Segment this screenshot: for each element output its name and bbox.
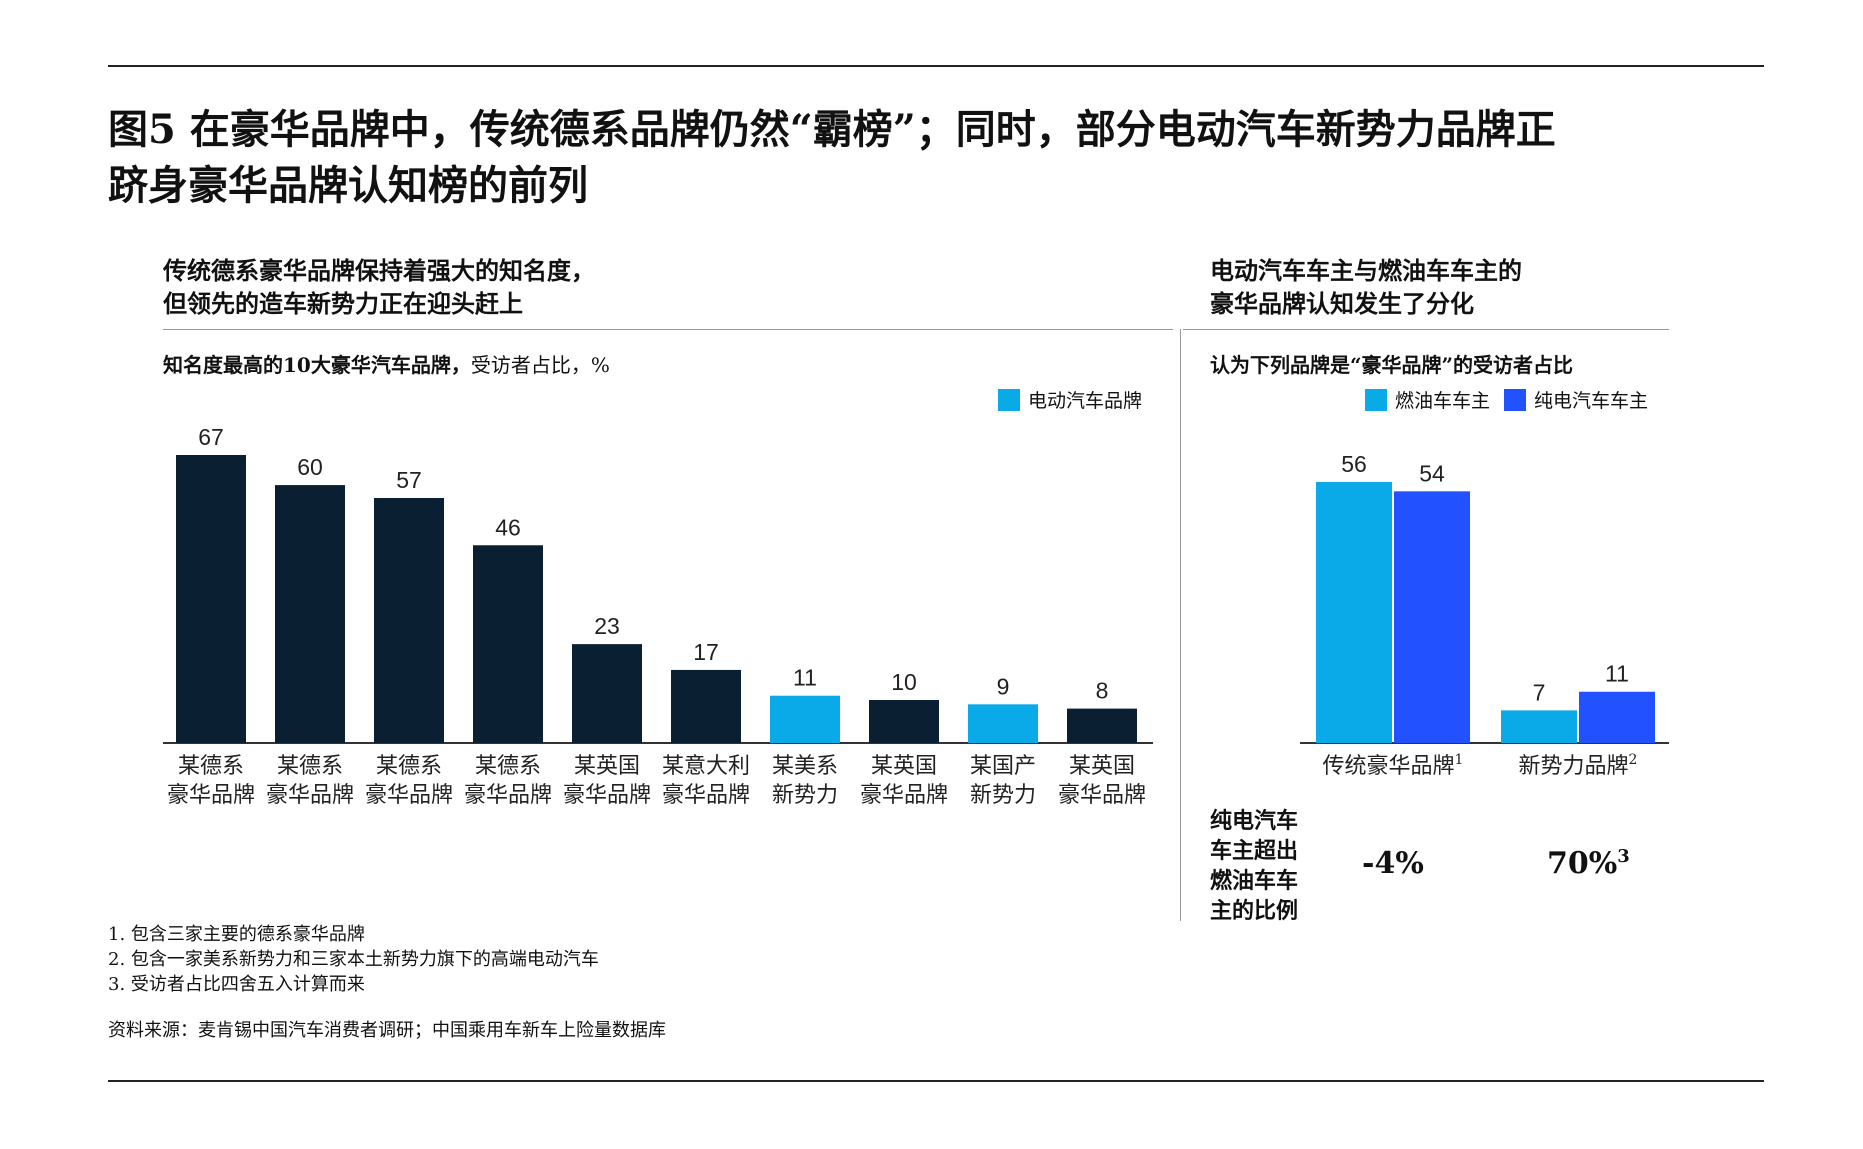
left-bar-1	[176, 455, 246, 743]
diff-value-new-forces: 70%3	[1547, 846, 1630, 881]
left-subtitle-rest: 受访者占比，%	[470, 353, 610, 377]
right-panel-divider	[1183, 329, 1669, 330]
left-category-line2-6: 豪华品牌	[662, 783, 750, 808]
left-bar-7	[770, 695, 840, 743]
diff-value-traditional-text: -4%	[1362, 846, 1424, 881]
legend-label-ev: 纯电汽车车主	[1534, 390, 1649, 412]
figure-title-line2: 跻身豪华品牌认知榜的前列	[108, 162, 588, 209]
legend-swatch-electric	[998, 388, 1020, 411]
left-bar-2	[275, 485, 345, 743]
right-category-2: 新势力品牌2	[1519, 752, 1638, 779]
left-category-line2-3: 豪华品牌	[365, 783, 453, 808]
left-bar-value-3: 57	[396, 467, 422, 493]
left-panel-divider	[163, 329, 1173, 330]
diff-label: 纯电汽车 车主超出 燃油车车 主的比例	[1210, 806, 1298, 926]
footnote-2: 2. 包含一家美系新势力和三家本土新势力旗下的高端电动汽车	[108, 949, 599, 970]
left-category-line1-10: 某英国	[1069, 754, 1135, 779]
left-chart-subtitle: 知名度最高的10大豪华汽车品牌，受访者占比，%	[163, 349, 610, 378]
right-heading-line1: 电动汽车车主与燃油车车主的	[1210, 256, 1522, 285]
panel-separator	[1180, 329, 1181, 921]
left-category-line2-5: 豪华品牌	[563, 783, 651, 808]
left-bar-value-5: 23	[594, 613, 620, 639]
footnote-3: 3. 受访者占比四舍五入计算而来	[108, 974, 365, 995]
right-bar-2-series-2	[1579, 691, 1655, 743]
left-bar-value-7: 11	[793, 665, 817, 691]
right-chart-subtitle: 认为下列品牌是“豪华品牌”的受访者占比	[1210, 349, 1573, 378]
right-panel-heading: 电动汽车车主与燃油车车主的 豪华品牌认知发生了分化	[1210, 254, 1522, 320]
right-category-label-1: 传统豪华品牌	[1323, 754, 1455, 779]
legend-label-electric: 电动汽车品牌	[1028, 390, 1143, 412]
left-bar-10	[1067, 708, 1137, 743]
diff-value-new-forces-text: 70%	[1547, 846, 1618, 881]
left-bar-value-9: 9	[997, 673, 1010, 699]
left-bar-value-4: 46	[495, 514, 521, 540]
left-category-line1-9: 某国产	[970, 754, 1036, 779]
right-bar-value-2-series-1: 7	[1533, 679, 1546, 705]
left-category-line1-3: 某德系	[376, 754, 442, 779]
left-bar-4	[473, 545, 543, 743]
bottom-rule	[108, 1080, 1764, 1082]
left-bar-value-8: 10	[891, 669, 917, 695]
footnotes: 1. 包含三家主要的德系豪华品牌 2. 包含一家美系新势力和三家本土新势力旗下的…	[108, 922, 599, 997]
left-bar-value-1: 67	[198, 424, 224, 450]
diff-value-new-forces-sup: 3	[1617, 846, 1630, 867]
right-bar-2-series-1	[1501, 710, 1577, 743]
right-category-label-2: 新势力品牌	[1519, 754, 1629, 779]
left-category-line1-2: 某德系	[277, 754, 343, 779]
left-bar-3	[374, 497, 444, 743]
left-category-line1-4: 某德系	[475, 754, 541, 779]
left-heading-line1: 传统德系豪华品牌保持着强大的知名度，	[163, 256, 595, 285]
left-category-line2-7: 新势力	[772, 783, 838, 808]
right-bar-value-2-series-2: 11	[1605, 661, 1629, 687]
left-bar-9	[968, 704, 1038, 743]
footnote-1: 1. 包含三家主要的德系豪华品牌	[108, 924, 365, 945]
legend-swatch-ice	[1365, 388, 1387, 411]
diff-label-line4: 主的比例	[1210, 898, 1299, 924]
left-category-line2-8: 豪华品牌	[860, 783, 948, 808]
diff-label-line3: 燃油车车	[1210, 868, 1299, 894]
left-bar-value-2: 60	[297, 454, 323, 480]
left-bar-6	[671, 669, 741, 743]
left-subtitle-bold: 知名度最高的10大豪华汽车品牌，	[163, 353, 471, 377]
left-bar-value-10: 8	[1096, 678, 1109, 704]
left-legend: 电动汽车品牌	[998, 386, 1142, 413]
top-rule	[108, 65, 1764, 67]
left-category-line1-7: 某美系	[772, 754, 838, 779]
right-bar-value-1-series-2: 54	[1419, 460, 1445, 486]
figure-title: 图5 在豪华品牌中，传统德系品牌仍然“霸榜”；同时，部分电动汽车新势力品牌正 跻…	[108, 102, 1768, 214]
left-category-line1-6: 某意大利	[662, 754, 750, 779]
left-category-line2-10: 豪华品牌	[1058, 783, 1146, 808]
left-category-line2-2: 豪华品牌	[266, 783, 354, 808]
right-bar-value-1-series-1: 56	[1341, 451, 1367, 477]
figure-title-line1: 图5 在豪华品牌中，传统德系品牌仍然“霸榜”；同时，部分电动汽车新势力品牌正	[108, 106, 1556, 153]
right-bar-1-series-1	[1316, 482, 1392, 743]
left-category-line2-1: 豪华品牌	[167, 783, 255, 808]
left-heading-line2: 但领先的造车新势力正在迎头赶上	[163, 289, 523, 318]
left-category-line2-9: 新势力	[970, 783, 1036, 808]
legend-swatch-ev	[1504, 388, 1527, 411]
left-panel-heading: 传统德系豪华品牌保持着强大的知名度， 但领先的造车新势力正在迎头赶上	[163, 254, 595, 320]
diff-label-line2: 车主超出	[1210, 838, 1299, 864]
source-note: 资料来源：麦肯锡中国汽车消费者调研；中国乘用车新车上险量数据库	[108, 1020, 666, 1041]
right-heading-line2: 豪华品牌认知发生了分化	[1210, 289, 1474, 318]
left-category-line1-1: 某德系	[178, 754, 244, 779]
left-bar-5	[572, 644, 642, 743]
right-subtitle-text: 认为下列品牌是“豪华品牌”的受访者占比	[1210, 353, 1574, 377]
right-legend: 燃油车车主 纯电汽车车主	[1365, 386, 1648, 413]
diff-value-traditional: -4%	[1362, 846, 1424, 881]
left-category-line2-4: 豪华品牌	[464, 783, 552, 808]
left-bar-8	[869, 700, 939, 743]
left-category-line1-8: 某英国	[871, 754, 937, 779]
right-category-sup-1: 1	[1455, 752, 1464, 768]
diff-label-line1: 纯电汽车	[1210, 808, 1299, 834]
legend-label-ice: 燃油车车主	[1395, 390, 1491, 412]
right-bar-1-series-2	[1394, 491, 1470, 743]
right-category-1: 传统豪华品牌1	[1323, 752, 1464, 779]
left-bar-value-6: 17	[693, 639, 719, 665]
right-category-sup-2: 2	[1629, 752, 1638, 768]
left-category-line1-5: 某英国	[574, 754, 640, 779]
